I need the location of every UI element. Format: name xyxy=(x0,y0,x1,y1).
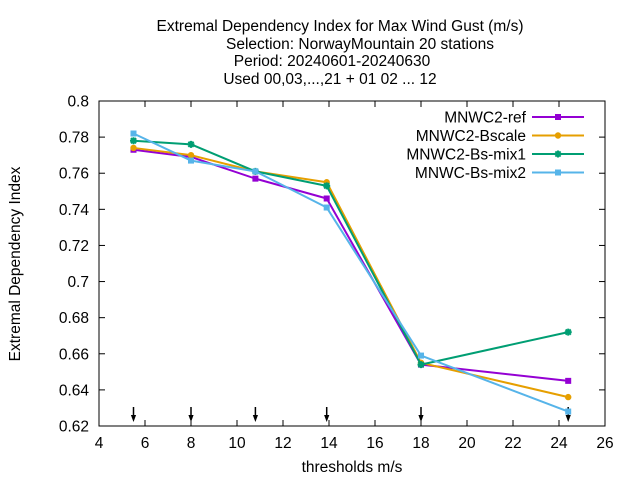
marker-stroke xyxy=(187,140,195,148)
data-point xyxy=(130,137,137,145)
x-tick-label: 12 xyxy=(274,435,291,452)
data-point xyxy=(130,130,137,137)
threshold-arrows xyxy=(130,407,571,422)
x-tick-label: 20 xyxy=(458,435,476,452)
threshold-arrow xyxy=(252,407,258,422)
series-line xyxy=(133,132,569,413)
data-point xyxy=(252,175,259,182)
legend-label: MNWC2-Bs-mix1 xyxy=(406,147,526,164)
x-tick-label: 4 xyxy=(95,435,104,452)
y-tick-label: 0.62 xyxy=(59,419,89,436)
data-point xyxy=(187,140,195,148)
series xyxy=(130,146,572,384)
legend-marker xyxy=(555,114,561,120)
x-tick-label: 10 xyxy=(228,435,246,452)
x-tick-label: 6 xyxy=(141,435,150,452)
data-point xyxy=(565,377,572,384)
series-line xyxy=(133,139,569,366)
threshold-arrow xyxy=(188,407,194,422)
title-line-4: Used 00,03,...,21 + 01 02 ... 12 xyxy=(223,71,436,88)
title-line-2: Selection: NorwayMountain 20 stations xyxy=(226,36,494,53)
x-tick-label: 26 xyxy=(596,435,613,452)
threshold-arrow xyxy=(324,407,330,422)
legend-entry: MNWC2-Bs-mix1 xyxy=(406,147,584,164)
marker-stroke xyxy=(417,361,425,369)
chart-title: Extremal Dependency Index for Max Wind G… xyxy=(157,18,524,88)
x-tick-label: 16 xyxy=(366,435,383,452)
x-axis-label: thresholds m/s xyxy=(302,459,403,476)
data-point xyxy=(418,352,424,359)
x-axis: 4 6 8 10 12 14 16 18 20 22 24 26 xyxy=(95,101,614,452)
y-tick-label: 0.78 xyxy=(59,130,89,147)
data-point xyxy=(565,408,572,415)
y-tick-label: 0.64 xyxy=(59,382,90,399)
arrow-head xyxy=(324,415,330,422)
data-point xyxy=(323,204,330,211)
x-tick-label: 8 xyxy=(187,435,196,452)
series-line xyxy=(133,146,569,399)
data-point xyxy=(564,328,572,336)
x-tick-label: 24 xyxy=(550,435,568,452)
legend-label: MNWC2-Bscale xyxy=(416,128,526,145)
arrow-head xyxy=(188,415,194,422)
x-tick-label: 18 xyxy=(412,435,429,452)
arrow-head xyxy=(130,415,137,422)
legend-entry: MNWC2-Bscale xyxy=(416,128,584,145)
legend-label: MNWC-Bs-mix2 xyxy=(415,165,526,182)
series xyxy=(130,130,572,415)
x-tick-label: 22 xyxy=(504,435,521,452)
arrow-head xyxy=(565,415,571,422)
legend-marker xyxy=(554,150,562,158)
plot-frame xyxy=(98,100,606,427)
data-point xyxy=(565,393,572,401)
data-point xyxy=(188,157,194,164)
data-point xyxy=(252,168,259,175)
arrow-head xyxy=(418,415,424,422)
y-tick-label: 0.7 xyxy=(67,274,89,291)
legend-label: MNWC2-ref xyxy=(444,110,526,127)
threshold-arrow xyxy=(418,407,424,422)
y-tick-label: 0.8 xyxy=(67,94,89,111)
arrow-head xyxy=(252,415,258,422)
series-group xyxy=(130,130,572,415)
legend-marker xyxy=(555,169,561,176)
marker-stroke xyxy=(323,182,331,190)
data-point xyxy=(187,151,195,159)
y-tick-label: 0.74 xyxy=(59,202,90,219)
data-point xyxy=(417,361,425,369)
data-point xyxy=(130,144,137,152)
y-tick-label: 0.76 xyxy=(59,166,89,183)
marker-stroke xyxy=(564,328,572,336)
y-tick-label: 0.68 xyxy=(59,310,89,327)
y-tick-label: 0.66 xyxy=(59,346,89,363)
legend-marker xyxy=(554,132,562,139)
data-point xyxy=(323,182,331,190)
series xyxy=(130,144,572,401)
legend-entry: MNWC2-ref xyxy=(444,110,584,127)
threshold-arrow xyxy=(130,407,137,422)
legend-entry: MNWC-Bs-mix2 xyxy=(415,165,584,182)
marker-stroke xyxy=(130,137,137,145)
title-line-3: Period: 20240601-20240630 xyxy=(234,53,431,70)
y-axis-label: Extremal Dependency Index xyxy=(7,166,24,361)
y-axis: 0.62 0.64 0.66 0.68 0.7 0.72 0.74 0.76 0.78 0.8 xyxy=(59,94,605,436)
title-line-1: Extremal Dependency Index for Max Wind G… xyxy=(157,18,524,35)
data-point xyxy=(323,195,330,202)
x-tick-label: 14 xyxy=(320,435,338,452)
marker-stroke xyxy=(554,150,562,158)
y-tick-label: 0.72 xyxy=(59,238,89,255)
